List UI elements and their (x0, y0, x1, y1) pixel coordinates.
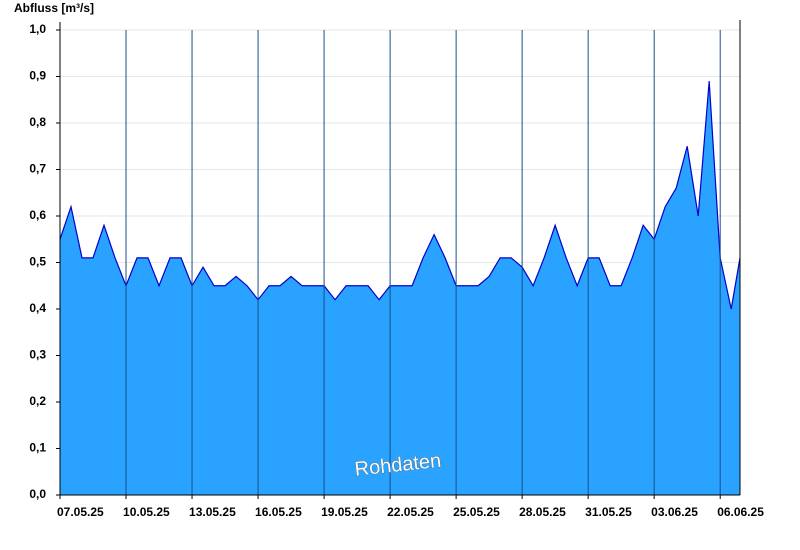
y-tick-label: 0,3 (29, 348, 46, 362)
x-tick-label: 07.05.25 (57, 505, 104, 519)
y-tick-label: 0,9 (29, 69, 46, 83)
line (59, 81, 741, 310)
y-tick-label: 1,0 (29, 22, 46, 36)
x-tick-label: 06.06.25 (717, 505, 764, 519)
x-tick-label: 16.05.25 (255, 505, 302, 519)
chart-title: Abfluss [m³/s] (14, 1, 94, 15)
y-tick-label: 0,0 (29, 487, 46, 501)
x-tick-label: 13.05.25 (189, 505, 236, 519)
y-tick-label: 0,5 (29, 255, 46, 269)
x-tick-label: 25.05.25 (453, 505, 500, 519)
x-tick-label: 03.06.25 (651, 505, 698, 519)
y-tick-label: 0,7 (29, 162, 46, 176)
y-tick-label: 0,4 (29, 301, 46, 315)
y-tick-label: 0,8 (29, 115, 46, 129)
y-tick-label: 0,1 (29, 441, 46, 455)
y-tick-label: 0,2 (29, 394, 46, 408)
area (60, 81, 740, 496)
x-tick-label: 22.05.25 (387, 505, 434, 519)
x-tick-label: 31.05.25 (585, 505, 632, 519)
y-tick-label: 0,6 (29, 208, 46, 222)
x-tick-label: 19.05.25 (321, 505, 368, 519)
x-tick-label: 10.05.25 (123, 505, 170, 519)
annotation: Rohdaten (354, 450, 443, 481)
x-tick-label: 28.05.25 (519, 505, 566, 519)
